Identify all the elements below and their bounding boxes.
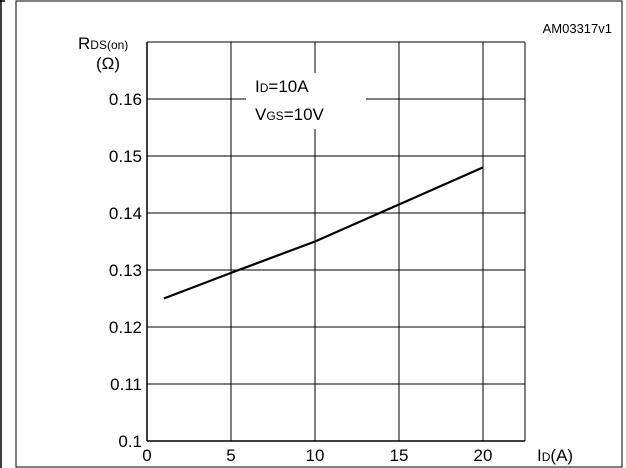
y-tick-label: 0.12 (109, 318, 142, 337)
y-tick-label: 0.16 (109, 90, 142, 109)
y-tick-label: 0.11 (110, 375, 142, 394)
x-tick-label: 5 (226, 446, 235, 465)
series-line (163, 166, 484, 300)
axes (146, 42, 525, 442)
x-tick-label: 10 (306, 446, 325, 465)
annotation-box (246, 73, 366, 129)
x-axis-title: ID(A) (537, 446, 573, 465)
tick-labels: 0 5 10 15 20 0.1 0.11 0.12 0.13 0.14 0.15 0.16 (109, 90, 493, 465)
figure-id: AM03317v1 (543, 21, 612, 36)
y-tick-label: 0.13 (109, 261, 142, 280)
y-tick-label: 0.1 (118, 432, 142, 451)
y-axis-title: RDS(on) (78, 34, 128, 53)
figure-border (15, 0, 623, 468)
x-tick-label: 0 (142, 446, 151, 465)
annotation-id: ID=10A (255, 77, 309, 96)
series-group (163, 166, 484, 300)
y-tick-label: 0.14 (109, 204, 142, 223)
annotation-vgs: VGS=10V (255, 105, 325, 124)
y-axis-unit: (Ω) (96, 54, 120, 73)
x-tick-label: 20 (474, 446, 493, 465)
x-tick-label: 15 (390, 446, 409, 465)
y-tick-label: 0.15 (109, 147, 142, 166)
